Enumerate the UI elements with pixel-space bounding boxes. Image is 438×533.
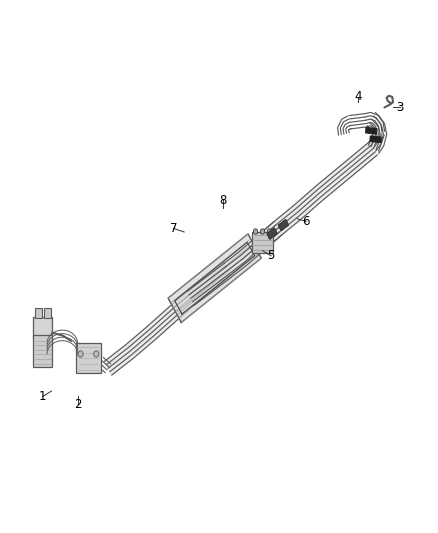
Text: 4: 4 xyxy=(354,90,362,103)
FancyBboxPatch shape xyxy=(33,317,52,338)
Polygon shape xyxy=(168,234,261,322)
FancyBboxPatch shape xyxy=(76,343,101,373)
Text: 5: 5 xyxy=(268,249,275,262)
Text: 8: 8 xyxy=(220,193,227,207)
Text: 7: 7 xyxy=(170,222,177,235)
Polygon shape xyxy=(370,136,381,142)
FancyBboxPatch shape xyxy=(252,231,273,253)
Circle shape xyxy=(78,351,83,357)
FancyBboxPatch shape xyxy=(44,309,50,318)
Polygon shape xyxy=(267,228,277,239)
Text: 6: 6 xyxy=(302,215,310,228)
Polygon shape xyxy=(278,220,289,231)
FancyBboxPatch shape xyxy=(33,335,52,367)
Circle shape xyxy=(94,351,99,357)
Polygon shape xyxy=(104,263,231,375)
Circle shape xyxy=(267,229,272,234)
Circle shape xyxy=(253,229,258,234)
Text: 1: 1 xyxy=(39,390,46,403)
Text: 3: 3 xyxy=(396,101,403,114)
FancyBboxPatch shape xyxy=(35,309,42,318)
Circle shape xyxy=(260,229,265,234)
Polygon shape xyxy=(366,127,377,134)
Text: 2: 2 xyxy=(74,398,81,411)
Polygon shape xyxy=(254,141,377,252)
